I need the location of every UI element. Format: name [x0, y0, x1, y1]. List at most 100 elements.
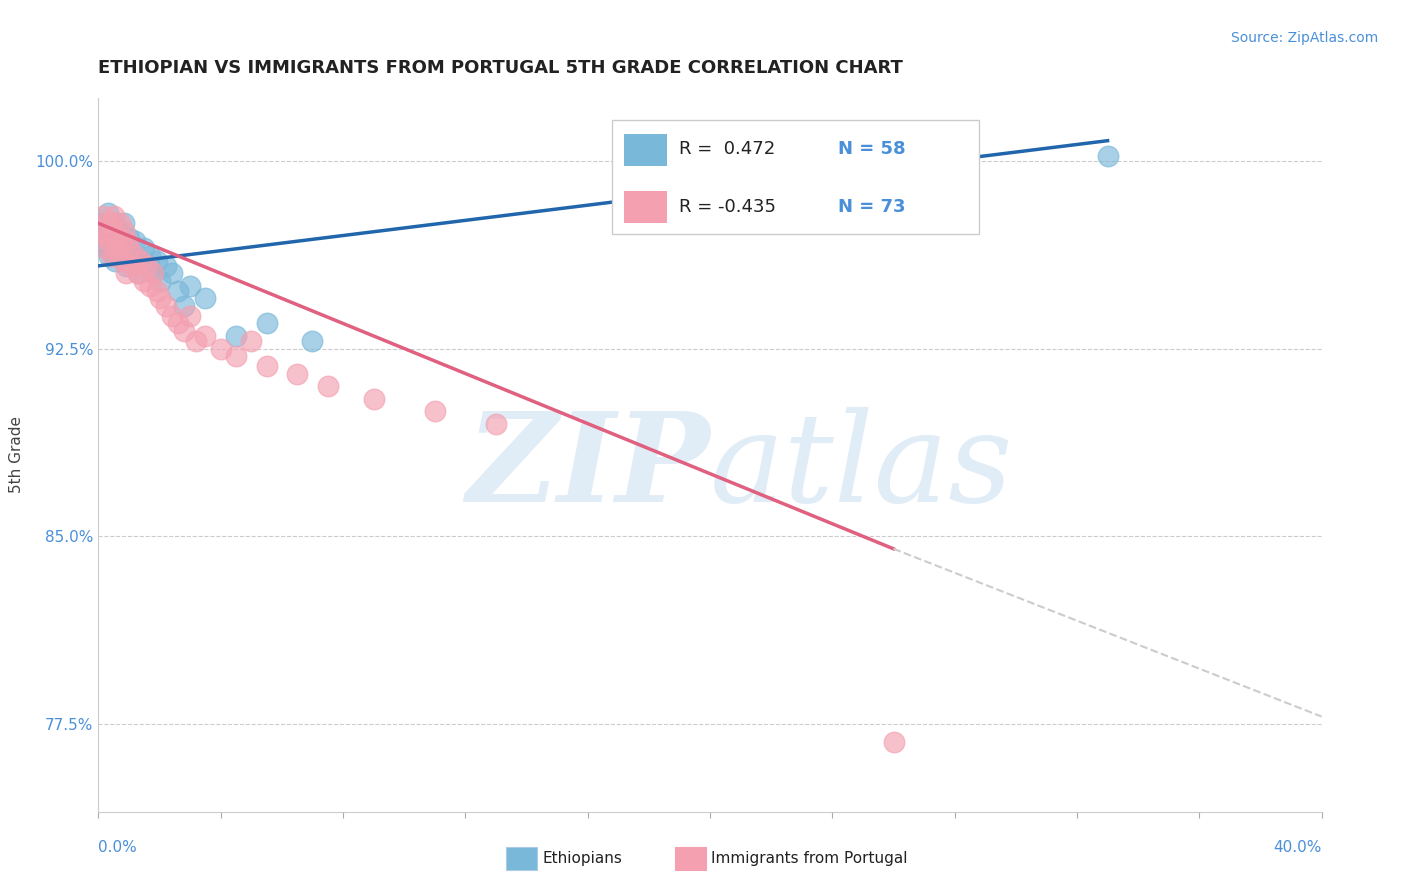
Point — [209, 342, 232, 356]
Point — [1097, 149, 1119, 163]
Point — [101, 249, 124, 263]
Text: N = 58: N = 58 — [838, 141, 905, 159]
Point — [107, 241, 129, 255]
Point — [129, 253, 152, 268]
Point — [112, 216, 135, 230]
Point — [139, 279, 162, 293]
Point — [121, 249, 143, 263]
Point — [167, 284, 190, 298]
Point — [108, 216, 131, 230]
FancyBboxPatch shape — [624, 134, 668, 166]
Point — [256, 317, 278, 331]
Point — [124, 249, 146, 263]
Point — [112, 224, 135, 238]
Point — [90, 224, 112, 238]
Point — [134, 241, 156, 255]
Point — [118, 231, 141, 245]
Point — [139, 249, 162, 263]
FancyBboxPatch shape — [624, 191, 668, 223]
Point — [316, 379, 339, 393]
Point — [145, 253, 167, 268]
Text: N = 73: N = 73 — [838, 198, 905, 216]
Point — [127, 266, 149, 280]
Point — [91, 216, 114, 230]
Text: 0.0%: 0.0% — [98, 840, 138, 855]
Point — [117, 241, 139, 255]
Text: R = -0.435: R = -0.435 — [679, 198, 776, 216]
Point — [136, 259, 159, 273]
Point — [108, 227, 131, 241]
Point — [97, 228, 120, 243]
Point — [285, 367, 308, 381]
Point — [91, 209, 114, 223]
Point — [155, 299, 177, 313]
Point — [173, 324, 195, 338]
Point — [194, 292, 217, 306]
Point — [225, 329, 247, 343]
Point — [134, 274, 156, 288]
Point — [129, 253, 152, 268]
Point — [98, 234, 121, 248]
Point — [256, 359, 278, 373]
Point — [167, 317, 190, 331]
Point — [97, 206, 120, 220]
Point — [121, 259, 143, 273]
Text: Ethiopians: Ethiopians — [543, 852, 623, 866]
Point — [111, 249, 134, 263]
Point — [93, 241, 115, 255]
Point — [104, 253, 127, 268]
Point — [104, 241, 127, 255]
Point — [160, 309, 183, 323]
Point — [98, 249, 121, 263]
Point — [127, 266, 149, 280]
Point — [149, 274, 172, 288]
Point — [423, 404, 446, 418]
Text: R =  0.472: R = 0.472 — [679, 141, 776, 159]
Text: 40.0%: 40.0% — [1274, 840, 1322, 855]
Point — [136, 259, 159, 273]
Point — [107, 249, 129, 263]
Point — [103, 216, 125, 230]
Point — [173, 299, 195, 313]
FancyBboxPatch shape — [612, 120, 979, 234]
Text: ETHIOPIAN VS IMMIGRANTS FROM PORTUGAL 5TH GRADE CORRELATION CHART: ETHIOPIAN VS IMMIGRANTS FROM PORTUGAL 5T… — [98, 59, 903, 77]
Point — [363, 392, 385, 406]
Point — [110, 234, 132, 248]
Point — [155, 259, 177, 273]
Point — [485, 417, 508, 431]
Point — [194, 329, 217, 343]
Text: Source: ZipAtlas.com: Source: ZipAtlas.com — [1230, 31, 1378, 45]
Point — [115, 266, 138, 280]
Point — [94, 216, 117, 230]
Point — [105, 228, 128, 243]
Text: Immigrants from Portugal: Immigrants from Portugal — [711, 852, 908, 866]
Point — [179, 309, 201, 323]
Point — [124, 234, 146, 248]
Point — [111, 253, 134, 268]
Point — [103, 209, 125, 223]
Point — [145, 284, 167, 298]
Point — [100, 216, 122, 230]
Point — [100, 228, 122, 243]
Point — [142, 266, 165, 280]
Point — [90, 234, 112, 248]
Point — [943, 141, 966, 155]
Point — [115, 259, 138, 273]
Point — [118, 241, 141, 255]
Point — [142, 266, 165, 280]
Text: atlas: atlas — [710, 407, 1014, 528]
Point — [110, 234, 132, 248]
Y-axis label: 5th Grade: 5th Grade — [10, 417, 24, 493]
Point — [149, 292, 172, 306]
Point — [101, 234, 124, 248]
Point — [93, 224, 115, 238]
Point — [105, 221, 128, 235]
Point — [225, 349, 247, 363]
Point — [301, 334, 323, 348]
Point — [186, 334, 208, 348]
Point — [94, 241, 117, 255]
Point — [883, 734, 905, 748]
Point — [160, 266, 183, 280]
Point — [117, 234, 139, 248]
Point — [179, 279, 201, 293]
